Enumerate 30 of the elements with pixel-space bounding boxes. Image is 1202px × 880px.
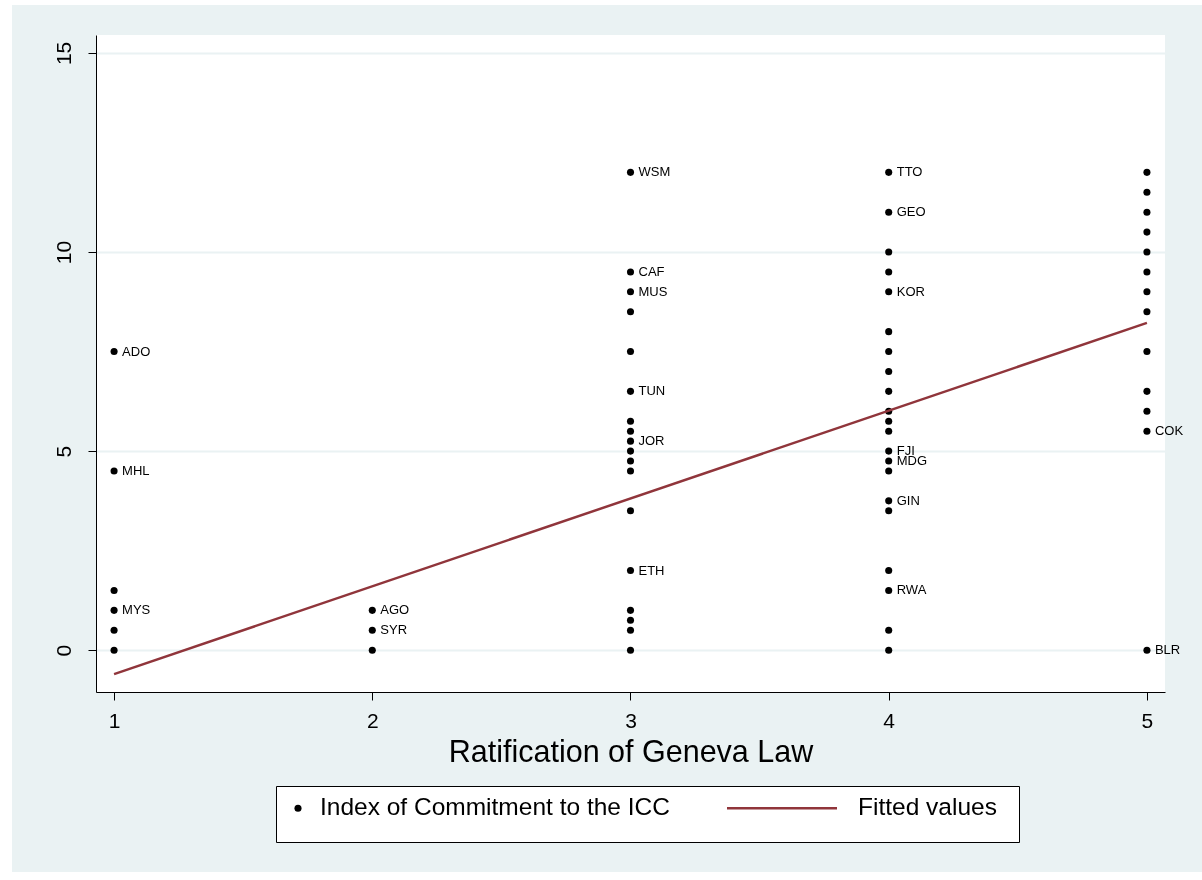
x-tick-label: 2 [366,708,379,732]
annotation: ETH [638,562,665,578]
x-tick-label: 4 [883,708,896,732]
x-tick-label: 5 [1141,708,1154,732]
annotation: MUS [638,283,668,299]
annotation: GIN [896,492,920,508]
y-tick-label: 5 [51,445,75,458]
annotation: COK [1154,423,1184,439]
annotation: RWA [896,582,927,598]
annotation: SYR [380,622,408,638]
annotation: WSM [638,164,671,180]
annotation: JOR [638,433,665,449]
legend-label: Index of Commitment to the ICC [320,793,670,821]
annotation: ADO [122,343,151,359]
x-axis-title: Ratification of Geneva Law [448,733,815,768]
annotation: TUN [638,383,666,399]
annotation: TTO [896,164,923,180]
legend-label: Fitted values [858,793,997,821]
x-tick-label: 1 [108,708,121,732]
annotation: MYS [122,602,151,618]
x-tick-label: 3 [625,708,637,732]
y-tick-label: 15 [51,41,75,66]
annotation: CAF [638,263,665,279]
annotation: GEO [896,204,926,220]
annotation: BLR [1154,642,1181,658]
y-tick-label: 0 [51,644,75,657]
annotation: MHL [122,463,150,479]
y-tick-label: 10 [51,240,75,265]
annotation: AGO [380,602,410,618]
annotation: KOR [896,283,925,299]
